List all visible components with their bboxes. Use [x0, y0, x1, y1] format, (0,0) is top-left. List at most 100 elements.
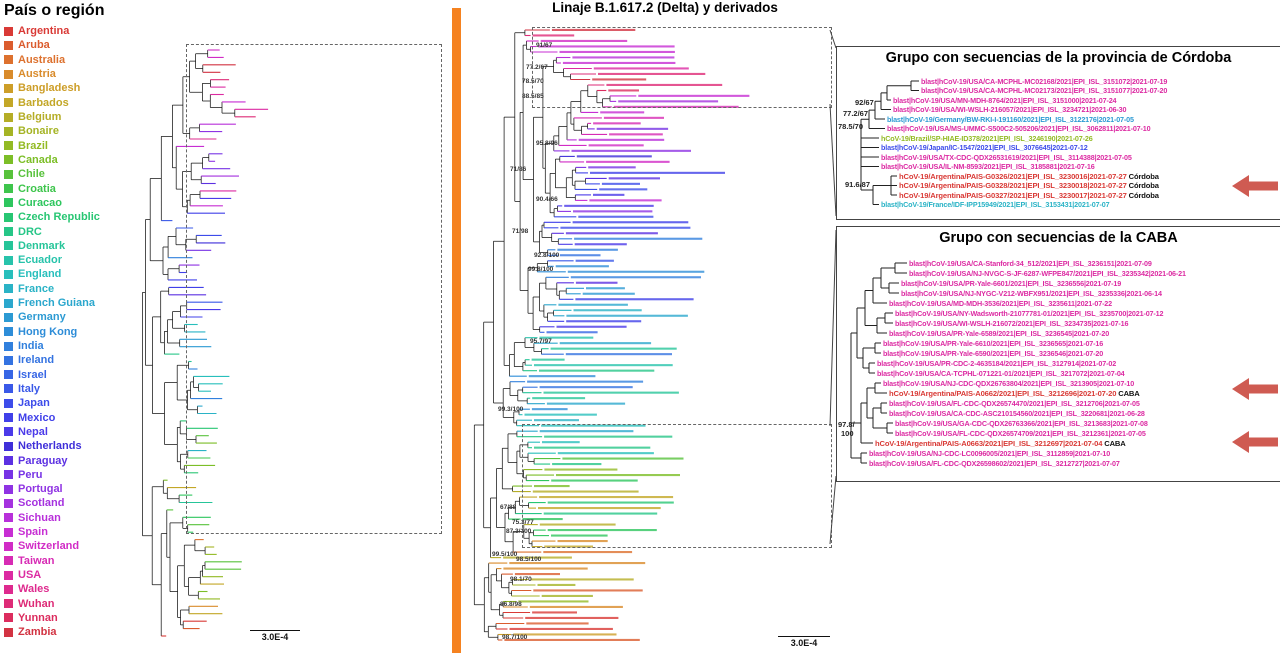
legend-swatch	[4, 384, 13, 394]
legend-label: Wuhan	[18, 597, 55, 610]
legend-swatch	[4, 456, 13, 466]
legend-label: France	[18, 282, 55, 295]
legend-swatch	[4, 169, 13, 179]
legend-swatch	[4, 370, 13, 380]
legend-swatch	[4, 541, 13, 551]
sequence-label: blast|hCoV-19/USA/FL-CDC-QDX26574470/202…	[889, 398, 1140, 408]
legend-item-usa: USA	[4, 568, 164, 582]
legend-label: Wales	[18, 583, 50, 596]
sequence-label: blast|hCoV-19/USA/TX-CDC-QDX26531619/202…	[881, 152, 1132, 162]
legend-label: Yunnan	[18, 611, 58, 624]
sequence-label: hCoV-19/Brazil/SP-HIAE-ID378/2021|EPI_IS…	[881, 133, 1093, 143]
legend-item-argentina: Argentina	[4, 24, 164, 38]
argentina-sequence-label: hCoV-19/Argentina/PAIS-G0326/2021|EPI_IS…	[899, 171, 1159, 181]
legend-swatch	[4, 255, 13, 265]
legend-label: Canada	[18, 153, 58, 166]
legend-item-japan: Japan	[4, 396, 164, 410]
legend-label: Brazil	[18, 139, 48, 152]
legend-item-bonaire: Bonaire	[4, 124, 164, 138]
legend-item-canada: Canada	[4, 153, 164, 167]
location-tag: Córdoba	[1126, 171, 1159, 181]
support-value: 100	[841, 429, 854, 438]
sequence-label: blast|hCoV-19/USA/PR-Yale-6610/2021|EPI_…	[883, 338, 1104, 348]
legend-swatch	[4, 26, 13, 36]
legend-item-france: France	[4, 282, 164, 296]
legend-label: Taiwan	[18, 554, 55, 567]
legend-swatch	[4, 312, 13, 322]
sequence-label: blast|hCoV-19/USA/CA-TCPHL-071221-01/202…	[877, 368, 1125, 378]
legend-label: Belgium	[18, 111, 62, 124]
support-value: 77.2/67	[526, 64, 548, 71]
legend-item-italy: Italy	[4, 382, 164, 396]
legend-item-portugal: Portugal	[4, 482, 164, 496]
location-tag: CABA	[1102, 438, 1126, 448]
support-value: 86.8/98	[500, 601, 522, 608]
sequence-label: blast|hCoV-19/USA/WI-WSLH-216072/2021|EP…	[895, 318, 1129, 328]
sequence-label: blast|hCoV-19/Germany/BW-RKI-I-191160/20…	[887, 114, 1134, 124]
sequence-label: blast|hCoV-19/USA/CA-MCPHL-MC02173/2021|…	[921, 86, 1168, 95]
legend-item-czech-republic: Czech Republic	[4, 210, 164, 224]
legend-label: Croatia	[18, 182, 56, 195]
sequence-label: blast|hCoV-19/USA/PR-Yale-6590/2021|EPI_…	[883, 348, 1104, 358]
legend-item-australia: Australia	[4, 53, 164, 67]
support-value: 99.3/100	[498, 406, 524, 413]
legend-label: Argentina	[18, 25, 70, 38]
legend-item-bangladesh: Bangladesh	[4, 81, 164, 95]
legend-item-sichuan: Sichuan	[4, 511, 164, 525]
argentina-sequence-label: hCoV-19/Argentina/PAIS-A0663/2021|EPI_IS…	[875, 438, 1126, 448]
sequence-label: blast|hCoV-19/USA/IL-NM-8593/2021|EPI_IS…	[881, 162, 1095, 171]
legend-swatch	[4, 441, 13, 451]
support-value: 78.5/70	[838, 122, 864, 131]
legend-swatch	[4, 241, 13, 251]
legend-swatch	[4, 184, 13, 194]
legend-swatch	[4, 227, 13, 237]
support-value: 92/67	[855, 98, 874, 107]
legend-swatch	[4, 98, 13, 108]
legend-item-germany: Germany	[4, 310, 164, 324]
caba-group-panel: Grupo con secuencias de la CABA blast|hC…	[836, 226, 1280, 482]
legend-swatch	[4, 627, 13, 637]
sequence-label: blast|hCoV-19/USA/NJ-CDC-QDX26763804/202…	[883, 378, 1135, 388]
cordoba-group-panel: Grupo con secuencias de la provincia de …	[836, 46, 1280, 220]
legend-label: Denmark	[18, 239, 66, 252]
sequence-label: blast|hCoV-19/USA/NJ-CDC-LC0096005/2021|…	[869, 448, 1111, 458]
legend-title: País o región	[4, 2, 105, 19]
sequence-label: blast|hCoV-19/USA/NJ-NYGC-V212-WBFX951/2…	[901, 288, 1162, 298]
legend-swatch	[4, 83, 13, 93]
legend-item-austria: Austria	[4, 67, 164, 81]
legend-label: Ireland	[18, 354, 55, 367]
sequence-label: blast|hCoV-19/France/IDF-IPP15949/2021|E…	[881, 200, 1110, 209]
legend-swatch	[4, 513, 13, 523]
legend-label: Paraguay	[18, 454, 68, 467]
legend-label: DRC	[18, 225, 42, 238]
sequence-label: blast|hCoV-19/USA/MN-MDH-8764/2021|EPI_I…	[893, 95, 1117, 105]
legend-swatch	[4, 613, 13, 623]
legend-item-denmark: Denmark	[4, 239, 164, 253]
location-tag: Córdoba	[1126, 181, 1159, 190]
argentina-sequence-label: hCoV-19/Argentina/PAIS-G0327/2021|EPI_IS…	[899, 190, 1159, 200]
sequence-label: blast|hCoV-19/USA/PR-CDC-2-4635184/2021|…	[877, 358, 1117, 368]
sequence-label: blast|hCoV-19/USA/PR-Yale-6601/2021|EPI_…	[901, 278, 1122, 288]
legend-swatch	[4, 599, 13, 609]
sequence-label: blast|hCoV-19/USA/MD-MDH-3536/2021|EPI_I…	[889, 298, 1113, 308]
legend-swatch	[4, 427, 13, 437]
legend-label: Aruba	[18, 39, 50, 52]
legend-item-wuhan: Wuhan	[4, 597, 164, 611]
support-value: 71/86	[510, 166, 527, 173]
scale-bar-main: 3.0E-4	[250, 630, 300, 642]
legend-swatch	[4, 298, 13, 308]
legend-swatch	[4, 269, 13, 279]
sequence-label: blast|hCoV-19/USA/CA-CDC-ASC210154560/20…	[889, 408, 1145, 418]
legend-label: Peru	[18, 468, 43, 481]
legend-swatch	[4, 413, 13, 423]
sequence-label: blast|hCoV-19/USA/WI-WSLH-216057/2021|EP…	[893, 105, 1127, 114]
legend-label: Netherlands	[18, 440, 82, 453]
legend-item-belgium: Belgium	[4, 110, 164, 124]
support-value: 98.5/100	[516, 556, 542, 563]
legend-swatch	[4, 584, 13, 594]
support-value: 97.8/	[838, 420, 855, 429]
legend-item-switzerland: Switzerland	[4, 539, 164, 553]
sequence-label: blast|hCoV-19/Japan/IC-1547/2021|EPI_ISL…	[881, 143, 1088, 152]
sequence-label: blast|hCoV-19/USA/NJ-NVGC-S-JF-6287-WFPE…	[909, 268, 1186, 278]
support-value: 91/67	[536, 42, 553, 49]
